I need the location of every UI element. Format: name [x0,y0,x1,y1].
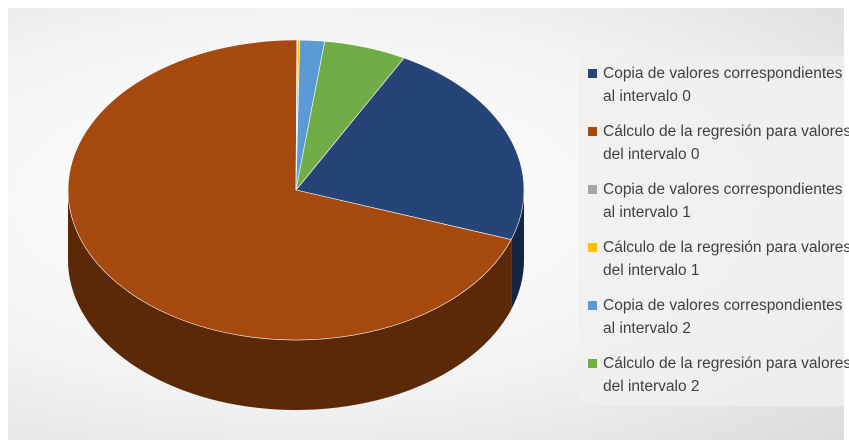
legend-item: Cálculo de la regresión para valores del… [588,352,849,398]
legend-swatch [588,301,597,310]
legend-label: Copia de valores correspondientes al int… [603,297,843,337]
legend-item: Cálculo de la regresión para valores del… [588,120,849,166]
legend-swatch [588,69,597,78]
legend-item: Copia de valores correspondientes al int… [588,178,849,224]
pie-slice [295,57,525,240]
legend-label: Cálculo de la regresión para valores del… [603,355,849,395]
pie-slice [295,40,405,191]
legend-label: Copia de valores correspondientes al int… [603,181,843,221]
pie-slice [67,39,512,341]
legend: Copia de valores correspondientes al int… [578,56,849,406]
legend-swatch [588,243,597,252]
legend-item: Cálculo de la regresión para valores del… [588,236,849,282]
legend-item: Copia de valores correspondientes al int… [588,62,849,108]
legend-swatch [588,185,597,194]
pie-side [511,190,524,310]
legend-label: Cálculo de la regresión para valores del… [603,239,849,279]
pie-side [68,190,512,410]
legend-label: Cálculo de la regresión para valores del… [603,123,849,163]
legend-swatch [588,359,597,368]
legend-swatch [588,127,597,136]
legend-item: Copia de valores correspondientes al int… [588,294,849,340]
legend-label: Copia de valores correspondientes al int… [603,65,843,105]
